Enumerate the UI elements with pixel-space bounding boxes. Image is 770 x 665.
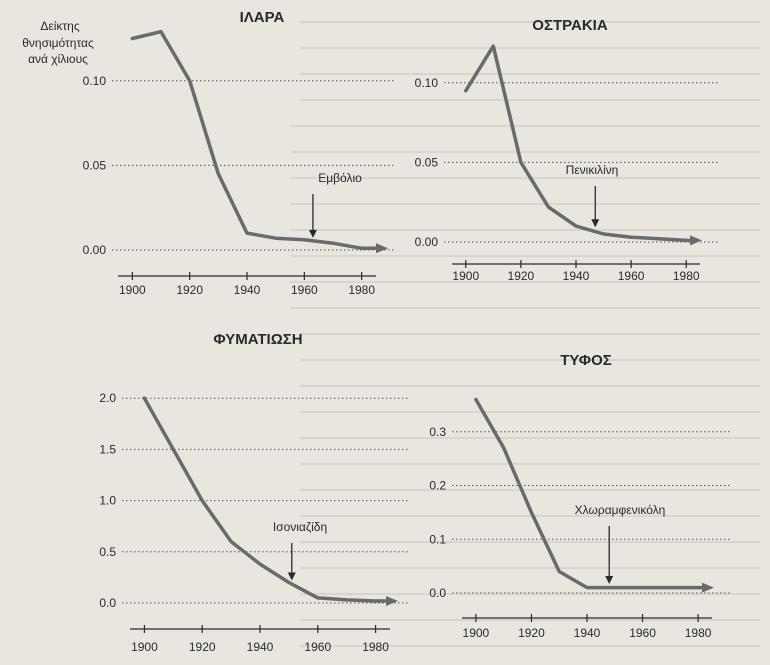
y-axis-label-line-3: ανά χίλιους [28, 52, 88, 66]
y-tick-label: 0.3 [429, 425, 446, 439]
annotation-arrowhead [287, 572, 296, 581]
x-tick-label: 1940 [234, 283, 261, 297]
x-tick-label: 1920 [518, 626, 545, 640]
series-arrowhead [386, 595, 398, 606]
x-tick-label: 1960 [629, 626, 656, 640]
y-tick-label: 1.5 [99, 442, 116, 456]
x-tick-label: 1940 [563, 269, 590, 283]
x-tick-label: 1980 [362, 640, 389, 654]
y-axis-label-line-1: Δείκτης [40, 19, 79, 33]
x-tick-label: 1960 [618, 269, 645, 283]
bleed-through-texture [290, 21, 760, 647]
y-tick-label: 0.05 [83, 158, 107, 172]
y-tick-label: 0.0 [99, 596, 116, 610]
chart-title: ΟΣΤΡΑΚΙΑ [532, 17, 608, 34]
chart-panel-measles: ΙΛΑΡΑ 0.00 0.05 0.10 1900 1920 1940 1960 1980 Εμβ… [83, 9, 396, 297]
x-tick-label: 1920 [508, 269, 535, 283]
x-tick-label: 1980 [685, 626, 712, 640]
y-tick-label: 0.2 [429, 479, 446, 493]
y-tick-label: 0.00 [83, 243, 107, 257]
y-tick-label: 0.1 [429, 532, 446, 546]
series-line [142, 396, 378, 603]
chart-panel-tuberculosis: ΦΥΜΑΤΙΩΣΗ 0.0 0.5 1.0 1.5 2.0 1900 1920 1940 1960… [99, 331, 410, 654]
y-tick-label: 0.10 [415, 76, 439, 90]
x-tick-label: 1980 [673, 269, 700, 283]
series-arrowhead [690, 235, 702, 246]
y-tick-label: 1.0 [99, 494, 116, 508]
annotation-label: Ισονιαζίδη [273, 520, 327, 534]
annotation-label: Πενικιλίνη [566, 163, 619, 177]
chart-title: ΙΛΑΡΑ [240, 9, 285, 26]
chart-title: ΦΥΜΑΤΙΩΣΗ [213, 331, 302, 348]
annotation-arrowhead [308, 229, 317, 238]
x-tick-label: 1980 [348, 283, 375, 297]
y-axis-label-line-2: θνησιμότητας [22, 36, 94, 50]
series-arrowhead [376, 243, 388, 254]
series-line [474, 397, 700, 590]
y-tick-label: 0.0 [429, 586, 446, 600]
y-tick-label: 0.10 [83, 74, 107, 88]
x-tick-label: 1920 [176, 283, 203, 297]
y-tick-label: 0.00 [415, 235, 439, 249]
x-tick-label: 1960 [304, 640, 331, 654]
x-tick-label: 1960 [291, 283, 318, 297]
chart-panel-scarlet-fever: ΟΣΤΡΑΚΙΑ 0.00 0.05 0.10 1900 1920 1940 1960 1980… [415, 17, 720, 283]
annotation-label: Χλωραμφενικόλη [575, 503, 666, 517]
x-tick-label: 1900 [452, 269, 479, 283]
series-arrowhead [702, 582, 714, 593]
annotation-arrowhead [591, 219, 600, 228]
x-tick-label: 1900 [119, 283, 146, 297]
chart-title: ΤΥΦΟΣ [560, 352, 612, 369]
annotation-label: Εμβόλιο [318, 171, 362, 185]
chart-panel-typhoid: ΤΥΦΟΣ 0.0 0.1 0.2 0.3 1900 1920 1940 1960 1980 Χλω… [429, 352, 732, 640]
x-tick-label: 1900 [131, 640, 158, 654]
series-line [464, 44, 688, 243]
annotation-arrowhead [605, 576, 614, 585]
y-tick-label: 0.5 [99, 545, 116, 559]
series-line [130, 29, 364, 251]
x-tick-label: 1940 [574, 626, 601, 640]
x-tick-label: 1920 [189, 640, 216, 654]
x-tick-label: 1940 [247, 640, 274, 654]
y-tick-label: 0.05 [415, 155, 439, 169]
chart-panels: ΙΛΑΡΑ 0.00 0.05 0.10 1900 1920 1940 1960 1980 Εμβ… [83, 9, 732, 654]
y-tick-label: 2.0 [99, 391, 116, 405]
x-tick-label: 1900 [463, 626, 490, 640]
